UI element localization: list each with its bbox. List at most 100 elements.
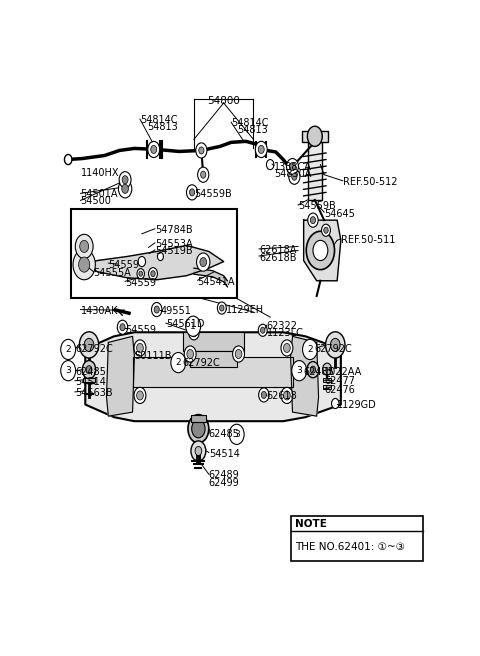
Circle shape <box>83 361 96 379</box>
Circle shape <box>219 305 224 311</box>
Text: 3: 3 <box>234 430 240 439</box>
Circle shape <box>302 339 317 359</box>
Text: 54514: 54514 <box>75 377 106 387</box>
Circle shape <box>324 227 328 234</box>
Circle shape <box>287 159 299 174</box>
Circle shape <box>148 141 160 157</box>
Circle shape <box>137 269 144 279</box>
Circle shape <box>157 253 163 260</box>
Circle shape <box>186 316 201 337</box>
Text: 3: 3 <box>65 366 71 375</box>
Circle shape <box>191 441 206 461</box>
Circle shape <box>134 340 146 356</box>
Polygon shape <box>107 337 134 416</box>
Text: 54563B: 54563B <box>75 388 112 398</box>
Text: 1129GD: 1129GD <box>337 400 377 409</box>
Text: REF.50-511: REF.50-511 <box>341 236 395 245</box>
Circle shape <box>79 332 99 358</box>
Circle shape <box>258 146 264 154</box>
Circle shape <box>137 343 144 352</box>
Circle shape <box>196 253 210 271</box>
Circle shape <box>284 391 290 400</box>
Text: 62618A: 62618A <box>259 245 296 255</box>
Circle shape <box>308 213 318 227</box>
Bar <box>308 142 322 200</box>
Bar <box>324 378 331 382</box>
Text: 54559: 54559 <box>125 325 156 335</box>
Circle shape <box>122 176 128 184</box>
Circle shape <box>188 415 209 443</box>
Circle shape <box>307 361 319 378</box>
Text: 54501A: 54501A <box>81 190 118 199</box>
Circle shape <box>322 224 330 236</box>
Text: 1123LC: 1123LC <box>266 328 303 338</box>
Text: 54559B: 54559B <box>298 201 336 211</box>
Circle shape <box>171 352 186 373</box>
Text: 62792C: 62792C <box>183 358 220 367</box>
Text: 2: 2 <box>307 345 313 354</box>
Circle shape <box>137 391 144 400</box>
Circle shape <box>152 302 162 317</box>
Text: 62485: 62485 <box>304 367 335 377</box>
Circle shape <box>119 180 132 198</box>
Text: THE NO.62401: ①~③: THE NO.62401: ①~③ <box>295 542 405 552</box>
Text: 62485: 62485 <box>209 429 240 440</box>
Text: 54553A: 54553A <box>155 239 192 249</box>
Text: 50111B: 50111B <box>134 350 172 361</box>
Text: 2: 2 <box>176 358 181 367</box>
Circle shape <box>325 332 345 358</box>
Text: 62499: 62499 <box>209 478 240 488</box>
Bar <box>324 385 331 389</box>
Circle shape <box>75 234 93 258</box>
Polygon shape <box>290 337 319 416</box>
Bar <box>191 415 206 422</box>
Text: 1: 1 <box>190 321 196 331</box>
Text: 62489: 62489 <box>209 470 240 480</box>
Circle shape <box>198 167 209 182</box>
Circle shape <box>117 320 128 335</box>
Circle shape <box>73 249 96 279</box>
Circle shape <box>258 324 267 337</box>
Bar <box>290 516 423 561</box>
Text: 54814C: 54814C <box>140 115 178 125</box>
Bar <box>183 333 244 352</box>
Circle shape <box>84 338 94 352</box>
Circle shape <box>148 268 157 279</box>
Polygon shape <box>194 268 228 287</box>
Circle shape <box>255 141 267 157</box>
Circle shape <box>151 271 155 277</box>
Circle shape <box>233 346 244 362</box>
Circle shape <box>80 240 89 253</box>
Polygon shape <box>84 245 224 279</box>
Circle shape <box>61 339 76 359</box>
Circle shape <box>192 420 205 438</box>
Text: 62792C: 62792C <box>75 344 113 354</box>
Bar <box>302 131 328 142</box>
Circle shape <box>134 387 146 403</box>
Circle shape <box>229 424 244 444</box>
Circle shape <box>284 343 290 352</box>
Circle shape <box>187 350 193 359</box>
Text: 54541A: 54541A <box>198 277 235 287</box>
Text: 54830A: 54830A <box>274 169 311 178</box>
Circle shape <box>86 365 92 374</box>
Text: 2: 2 <box>65 345 71 354</box>
Circle shape <box>122 184 129 194</box>
Text: 54519B: 54519B <box>155 247 192 256</box>
Circle shape <box>281 387 293 403</box>
Text: 54784B: 54784B <box>155 225 192 236</box>
Text: 1140HX: 1140HX <box>81 168 119 178</box>
Circle shape <box>261 327 265 333</box>
Circle shape <box>313 240 328 260</box>
Circle shape <box>191 329 197 337</box>
Text: 62792C: 62792C <box>315 344 353 354</box>
Circle shape <box>289 169 300 184</box>
Circle shape <box>61 361 76 380</box>
Polygon shape <box>304 220 341 281</box>
Text: 1022AA: 1022AA <box>324 367 362 377</box>
Text: 62477: 62477 <box>324 376 355 386</box>
Text: 54813: 54813 <box>147 122 178 133</box>
Text: 54500: 54500 <box>81 196 111 207</box>
Circle shape <box>311 216 315 224</box>
Circle shape <box>307 126 322 146</box>
